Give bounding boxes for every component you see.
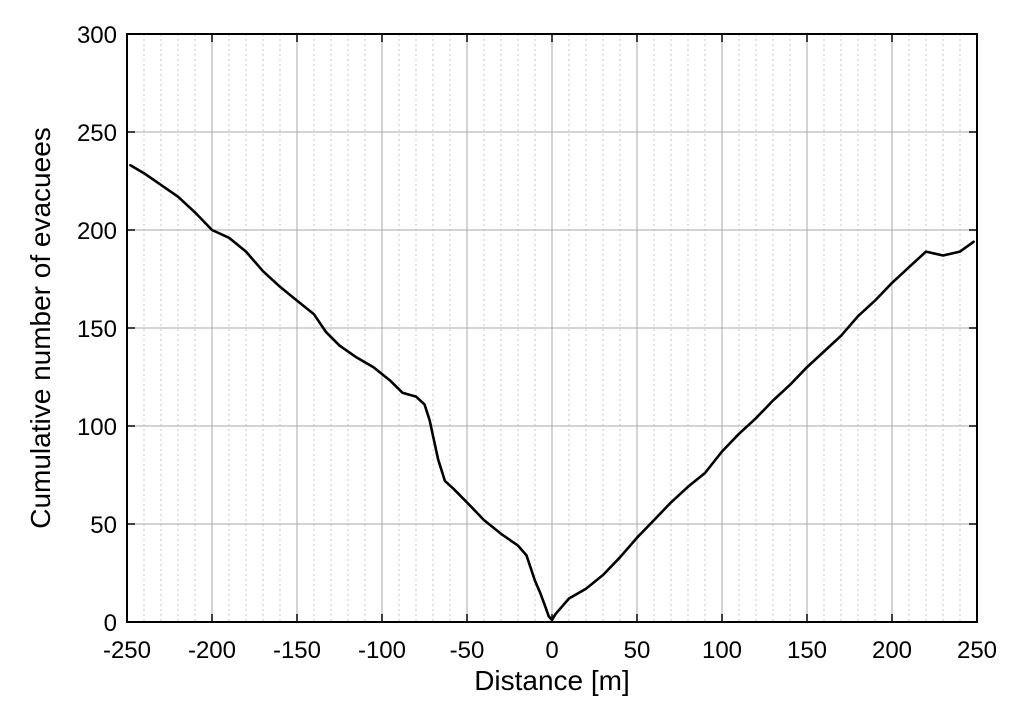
data-series-line	[129, 164, 975, 622]
y-tick-label: 250	[77, 120, 117, 147]
y-tick-label: 100	[77, 414, 117, 441]
major-grid	[127, 34, 977, 622]
x-axis-label: Distance [m]	[474, 665, 630, 696]
x-tick-label: -50	[450, 637, 485, 664]
y-tick-label: 50	[90, 512, 117, 539]
x-tick-label: 150	[787, 637, 827, 664]
y-tick-label: 0	[104, 610, 117, 637]
x-tick-label: 100	[702, 637, 742, 664]
y-tick-label: 200	[77, 218, 117, 245]
y-tick-label: 300	[77, 22, 117, 49]
x-tick-label: -250	[103, 637, 151, 664]
y-axis-ticks: 0 50 100 150 200 250 300	[77, 22, 977, 637]
x-tick-label: 50	[624, 637, 651, 664]
x-tick-label: 200	[872, 637, 912, 664]
y-tick-label: 150	[77, 316, 117, 343]
x-tick-label: -100	[358, 637, 406, 664]
x-tick-label: -200	[188, 637, 236, 664]
x-tick-label: 0	[545, 637, 558, 664]
x-tick-label: -150	[273, 637, 321, 664]
y-axis-label: Cumulative number of evacuees	[25, 127, 56, 529]
x-tick-label: 250	[957, 637, 997, 664]
series-layer	[129, 164, 975, 622]
x-axis-ticks: -250 -200 -150 -100 -50 0 50 100 150 200 250	[103, 34, 997, 664]
